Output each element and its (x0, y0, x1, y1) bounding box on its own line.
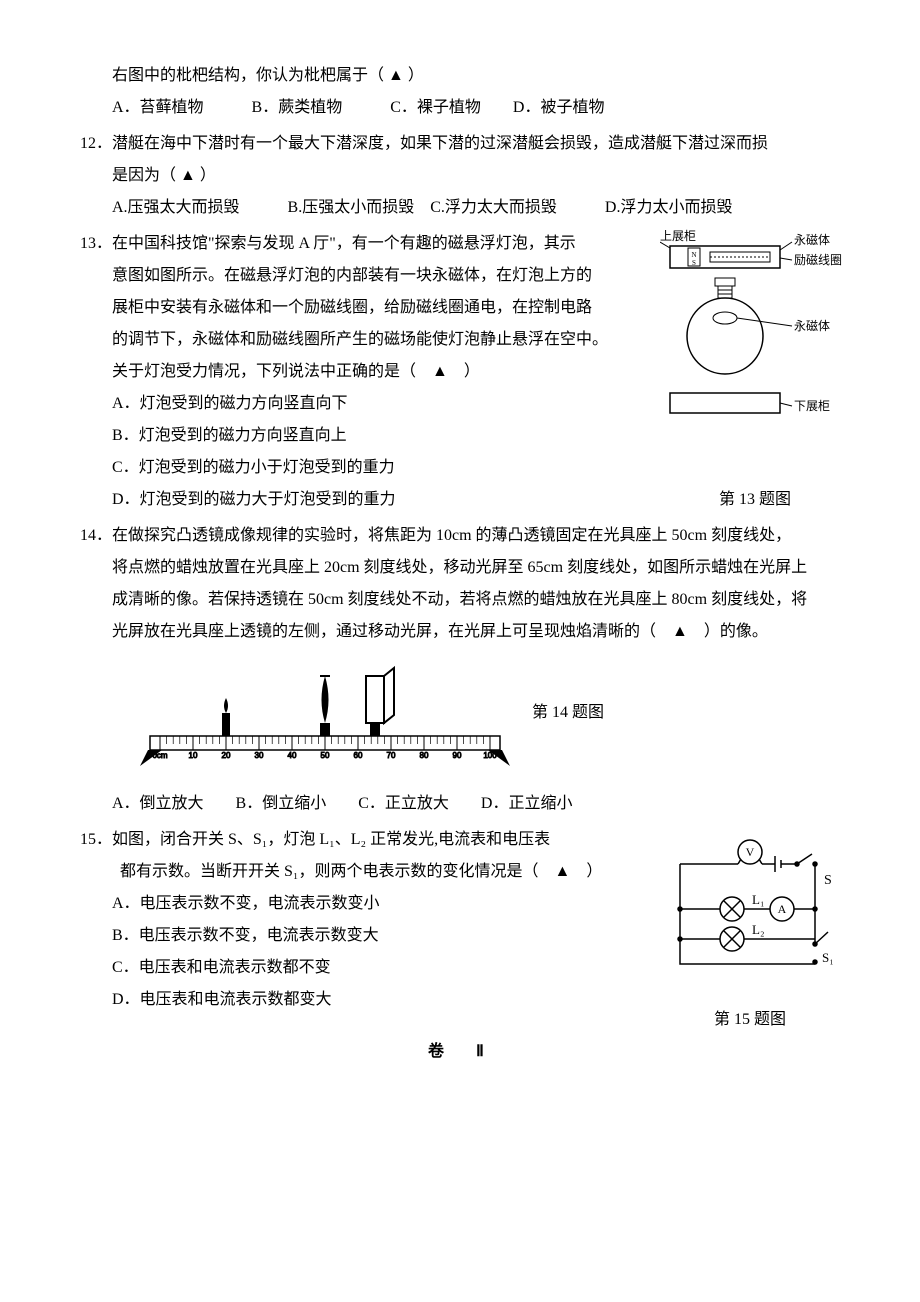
q12-stem-2: 是因为（ ▲ ） (80, 160, 840, 192)
question-15: V A S L₁ L₂ S₁ 第 15 题图 15．如图，闭合开关 S、S₁，灯… (80, 824, 840, 1016)
optical-bench-diagram: 0cm 10 20 30 40 50 60 70 80 90 100 (140, 658, 520, 768)
label-perm-magnet: 永磁体 (794, 232, 830, 247)
svg-text:70: 70 (387, 751, 396, 760)
label-bulb-magnet: 永磁体 (794, 318, 830, 333)
q14-stem-2: 将点燃的蜡烛放置在光具座上 20cm 刻度线处，移动光屏至 65cm 刻度线处，… (80, 552, 840, 584)
q11-stem: 右图中的枇杷结构，你认为枇杷属于（ ▲ ） (80, 60, 840, 92)
label-switch-s: S (824, 873, 832, 888)
q12-options: A.压强太大而损毁 B.压强太小而损毁 C.浮力太大而损毁 D.浮力太小而损毁 (80, 192, 840, 224)
figure-13: N S 上展柜 永磁体 励磁线圈 永磁体 下展柜 (660, 228, 850, 532)
svg-text:90: 90 (453, 751, 462, 760)
q14-stem-3: 成清晰的像。若保持透镜在 50cm 刻度线处不动，若将点燃的蜡烛放在光具座上 8… (80, 584, 840, 616)
figure-14: 0cm 10 20 30 40 50 60 70 80 90 100 (140, 658, 840, 768)
question-14: 14．在做探究凸透镜成像规律的实验时，将焦距为 10cm 的薄凸透镜固定在光具座… (80, 520, 840, 820)
question-12: 12．潜艇在海中下潜时有一个最大下潜深度，如果下潜的过深潜艇会损毁，造成潜艇下潜… (80, 128, 840, 224)
svg-text:60: 60 (354, 751, 363, 760)
label-voltmeter: V (746, 845, 755, 859)
svg-text:10: 10 (189, 751, 198, 760)
label-l2: L₂ (752, 922, 764, 937)
label-top-cabinet: 上展柜 (660, 229, 696, 243)
q14-stem-4: 光屏放在光具座上透镜的左侧，通过移动光屏，在光屏上可呈现烛焰清晰的（ ▲ ）的像… (80, 616, 840, 648)
q14-options: A．倒立放大 B．倒立缩小 C．正立放大 D．正立缩小 (80, 788, 840, 820)
svg-text:50: 50 (321, 751, 330, 760)
label-ammeter: A (778, 902, 787, 916)
svg-text:40: 40 (288, 751, 297, 760)
figure-14-caption: 第 14 题图 (532, 697, 604, 729)
svg-text:N: N (691, 251, 696, 259)
label-bottom-cabinet: 下展柜 (794, 399, 830, 413)
circuit-diagram: V A S L₁ L₂ S₁ (660, 834, 840, 984)
label-coil: 励磁线圈 (794, 252, 842, 267)
svg-text:30: 30 (255, 751, 264, 760)
q11-options: A．苔藓植物 B．蕨类植物 C．裸子植物 D．被子植物 (80, 92, 840, 124)
figure-15-caption: 第 15 题图 (660, 1004, 840, 1036)
svg-text:S: S (692, 259, 696, 267)
label-switch-s1: S₁ (822, 950, 834, 965)
label-l1: L₁ (752, 892, 764, 907)
figure-13-caption: 第 13 题图 (660, 484, 850, 516)
q12-stem-1: 12．潜艇在海中下潜时有一个最大下潜深度，如果下潜的过深潜艇会损毁，造成潜艇下潜… (80, 128, 840, 160)
question-13: N S 上展柜 永磁体 励磁线圈 永磁体 下展柜 (80, 228, 840, 516)
maglev-bulb-diagram: N S 上展柜 永磁体 励磁线圈 永磁体 下展柜 (660, 228, 850, 448)
figure-15: V A S L₁ L₂ S₁ 第 15 题图 (660, 834, 840, 1052)
svg-text:80: 80 (420, 751, 429, 760)
svg-text:20: 20 (222, 751, 231, 760)
